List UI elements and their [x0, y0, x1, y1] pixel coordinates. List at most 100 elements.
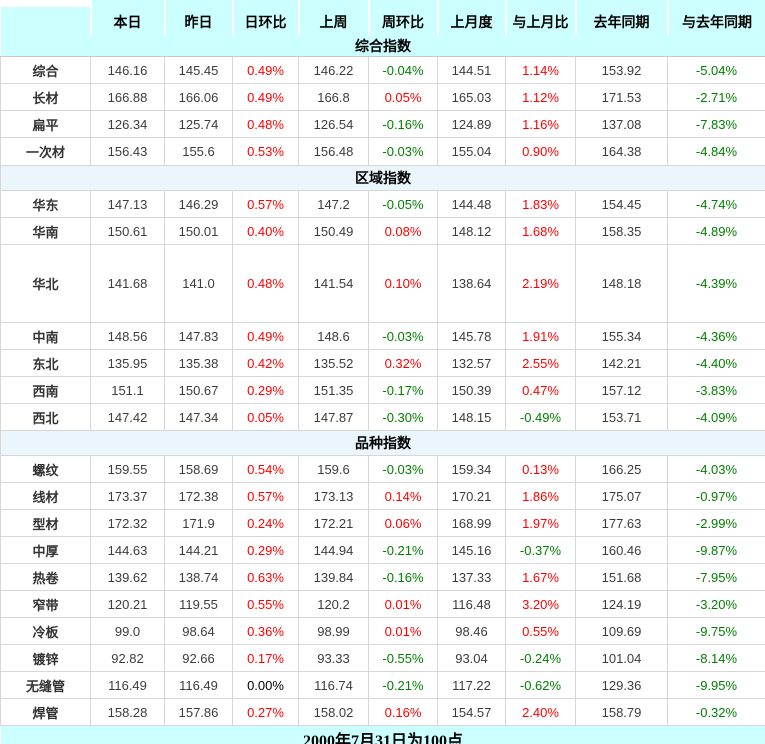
- ratio-cell: 0.63%: [232, 563, 299, 591]
- value-cell: 144.48: [437, 190, 506, 218]
- table-row: 热卷 139.62 138.74 0.63% 139.84 -0.16% 137.33 1.6…: [0, 563, 765, 591]
- column-header-row: 本日 昨日 日环比 上周 周环比 上月度 与上月比 去年同期 与去年同期: [0, 7, 765, 36]
- table-row: 焊管 158.28 157.86 0.27% 158.02 0.16% 154.57 2.40…: [0, 698, 765, 726]
- ratio-cell: -4.84%: [667, 137, 765, 166]
- ratio-cell: -9.75%: [667, 617, 765, 645]
- value-cell: 125.74: [164, 110, 233, 138]
- ratio-cell: 1.12%: [505, 83, 576, 111]
- table-row: 华东 147.13 146.29 0.57% 147.2 -0.05% 144.48 1.83…: [0, 190, 765, 218]
- ratio-cell: -7.83%: [667, 110, 765, 138]
- corner-header-cell: [0, 7, 91, 36]
- table-row: 扁平 126.34 125.74 0.48% 126.54 -0.16% 124.89 1.1…: [0, 110, 765, 138]
- value-cell: 141.54: [298, 244, 369, 323]
- value-cell: 173.13: [298, 482, 369, 510]
- ratio-cell: 0.13%: [505, 455, 576, 483]
- ratio-cell: -4.74%: [667, 190, 765, 218]
- value-cell: 175.07: [575, 482, 668, 510]
- value-cell: 159.34: [437, 455, 506, 483]
- table-row: 型材 172.32 171.9 0.24% 172.21 0.06% 168.99 1.97%…: [0, 509, 765, 537]
- value-cell: 172.38: [164, 482, 233, 510]
- ratio-cell: -0.49%: [505, 403, 576, 431]
- ratio-cell: 0.24%: [232, 509, 299, 537]
- ratio-cell: 0.48%: [232, 110, 299, 138]
- value-cell: 116.49: [164, 671, 233, 699]
- ratio-cell: -0.16%: [368, 563, 438, 591]
- value-cell: 158.28: [90, 698, 165, 726]
- ratio-cell: -4.03%: [667, 455, 765, 483]
- value-cell: 147.2: [298, 190, 369, 218]
- column-header: 上周: [297, 7, 369, 36]
- value-cell: 148.6: [298, 322, 369, 350]
- value-cell: 126.34: [90, 110, 165, 138]
- table-row: 无缝管 116.49 116.49 0.00% 116.74 -0.21% 117.22 -0…: [0, 671, 765, 699]
- value-cell: 139.62: [90, 563, 165, 591]
- ratio-cell: -0.21%: [368, 671, 438, 699]
- row-label: 综合: [0, 56, 91, 84]
- value-cell: 150.39: [437, 376, 506, 404]
- ratio-cell: 1.68%: [505, 217, 576, 245]
- value-cell: 165.03: [437, 83, 506, 111]
- value-cell: 93.33: [298, 644, 369, 672]
- value-cell: 151.35: [298, 376, 369, 404]
- ratio-cell: 0.49%: [232, 83, 299, 111]
- ratio-cell: 0.90%: [505, 137, 576, 166]
- value-cell: 124.19: [575, 590, 668, 618]
- value-cell: 166.88: [90, 83, 165, 111]
- section-title-row: 品种指数: [0, 430, 765, 456]
- value-cell: 157.86: [164, 698, 233, 726]
- ratio-cell: 0.29%: [232, 536, 299, 564]
- ratio-cell: 0.49%: [232, 322, 299, 350]
- ratio-cell: 0.55%: [505, 617, 576, 645]
- value-cell: 146.16: [90, 56, 165, 84]
- table-row: 西南 151.1 150.67 0.29% 151.35 -0.17% 150.39 0.47…: [0, 376, 765, 404]
- row-label: 热卷: [0, 563, 91, 591]
- ratio-cell: 0.16%: [368, 698, 438, 726]
- value-cell: 92.66: [164, 644, 233, 672]
- header-top-cell: [436, 0, 506, 7]
- value-cell: 116.74: [298, 671, 369, 699]
- row-label: 西北: [0, 403, 91, 431]
- value-cell: 159.55: [90, 455, 165, 483]
- value-cell: 144.94: [298, 536, 369, 564]
- value-cell: 126.54: [298, 110, 369, 138]
- header-top-cell: [574, 0, 668, 7]
- value-cell: 147.13: [90, 190, 165, 218]
- column-header: 日环比: [231, 7, 299, 36]
- ratio-cell: 0.29%: [232, 376, 299, 404]
- value-cell: 116.49: [90, 671, 165, 699]
- value-cell: 160.46: [575, 536, 668, 564]
- row-label: 华东: [0, 190, 91, 218]
- value-cell: 99.0: [90, 617, 165, 645]
- ratio-cell: -2.99%: [667, 509, 765, 537]
- value-cell: 146.22: [298, 56, 369, 84]
- ratio-cell: -0.03%: [368, 455, 438, 483]
- ratio-cell: -0.32%: [667, 698, 765, 726]
- ratio-cell: 0.08%: [368, 217, 438, 245]
- ratio-cell: 0.27%: [232, 698, 299, 726]
- row-label: 东北: [0, 349, 91, 377]
- ratio-cell: -0.16%: [368, 110, 438, 138]
- header-top-cell: [367, 0, 438, 7]
- value-cell: 164.38: [575, 137, 668, 166]
- section-title: 综合指数: [0, 36, 765, 57]
- ratio-cell: 0.32%: [368, 349, 438, 377]
- row-label: 冷板: [0, 617, 91, 645]
- ratio-cell: 0.47%: [505, 376, 576, 404]
- ratio-cell: -4.39%: [667, 244, 765, 323]
- row-label: 焊管: [0, 698, 91, 726]
- row-label: 长材: [0, 83, 91, 111]
- value-cell: 157.12: [575, 376, 668, 404]
- section-title: 品种指数: [0, 430, 765, 456]
- value-cell: 168.99: [437, 509, 506, 537]
- value-cell: 101.04: [575, 644, 668, 672]
- ratio-cell: -7.95%: [667, 563, 765, 591]
- ratio-cell: 0.10%: [368, 244, 438, 323]
- value-cell: 135.95: [90, 349, 165, 377]
- top-edge-strip: [0, 0, 765, 7]
- column-header: 周环比: [367, 7, 438, 36]
- ratio-cell: -0.24%: [505, 644, 576, 672]
- ratio-cell: 0.36%: [232, 617, 299, 645]
- value-cell: 172.32: [90, 509, 165, 537]
- row-label: 华北: [0, 244, 91, 323]
- table-row: 镀锌 92.82 92.66 0.17% 93.33 -0.55% 93.04 -0.24% 1…: [0, 644, 765, 672]
